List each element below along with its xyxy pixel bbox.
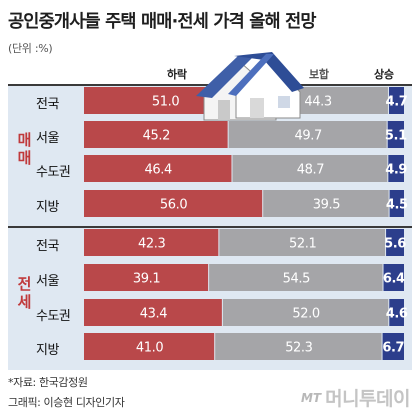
bar-value-label: 4.7 bbox=[386, 95, 408, 110]
bar-value-label: 52.3 bbox=[285, 341, 312, 356]
row-label: 지방 bbox=[36, 343, 59, 358]
bar-value-label: 52.1 bbox=[289, 237, 316, 252]
bar-segment-down bbox=[84, 299, 222, 326]
bar-segment-up bbox=[388, 155, 404, 182]
bar-value-label: 49.7 bbox=[294, 129, 321, 144]
section-divider bbox=[20, 226, 412, 227]
legend-down: 하락 bbox=[167, 68, 187, 81]
bar-segment-flat bbox=[263, 190, 389, 217]
bar-segment-up bbox=[388, 87, 404, 114]
bar-segment-flat bbox=[222, 299, 389, 326]
row-label: 수도권 bbox=[36, 165, 71, 180]
bar-segment-flat bbox=[219, 229, 386, 256]
bar-segment-down bbox=[84, 229, 219, 256]
legend-flat: 보합 bbox=[309, 68, 329, 81]
bar-segment-down bbox=[84, 155, 232, 182]
bar-value-label: 56.0 bbox=[160, 198, 187, 213]
row-label: 서울 bbox=[36, 131, 59, 146]
bar-value-label: 6.4 bbox=[383, 272, 405, 287]
bar-value-label: 44.3 bbox=[304, 95, 331, 110]
bar-value-label: 51.0 bbox=[152, 95, 179, 110]
bar-segment-down bbox=[84, 121, 228, 148]
row-label: 서울 bbox=[36, 274, 59, 289]
bar-segment-flat bbox=[215, 333, 382, 360]
legend-up: 상승 bbox=[374, 68, 394, 81]
page-title: 공인중개사들 주택 매매·전세 가격 올해 전망 bbox=[8, 12, 317, 32]
row-label: 전국 bbox=[36, 239, 59, 254]
bar-value-label: 41.0 bbox=[136, 341, 163, 356]
bar-segment-up bbox=[386, 229, 404, 256]
bar-value-label: 48.7 bbox=[297, 163, 324, 178]
brand-name: 머니투데이 bbox=[325, 388, 410, 410]
bar-segment-down bbox=[84, 264, 209, 291]
bar-value-label: 39.1 bbox=[133, 272, 160, 287]
bar-value-label: 4.9 bbox=[385, 163, 407, 178]
bar-value-label: 4.5 bbox=[386, 198, 408, 213]
bar-segment-up bbox=[383, 264, 404, 291]
bar-value-label: 54.5 bbox=[283, 272, 310, 287]
bar-segment-up bbox=[387, 121, 404, 148]
bar-value-label: 5.1 bbox=[385, 129, 407, 144]
bar-segment-up bbox=[389, 299, 404, 326]
row-label: 수도권 bbox=[36, 309, 71, 324]
bar-segment-flat bbox=[209, 264, 383, 291]
unit-label: (단위 :%) bbox=[8, 42, 53, 55]
source-note: *자료: 한국감정원 bbox=[8, 376, 88, 389]
bar-value-label: 52.0 bbox=[292, 307, 319, 322]
graphic-credit: 그래픽: 이승현 디자인기자 bbox=[8, 396, 125, 409]
bar-segment-down bbox=[84, 333, 215, 360]
section-label-jeonse: 전세 bbox=[15, 276, 33, 312]
brand-mark: MT bbox=[300, 390, 322, 405]
house-icon bbox=[196, 52, 304, 121]
brand-logo: MT 머니투데이 bbox=[300, 384, 411, 411]
bar-value-label: 4.6 bbox=[386, 307, 408, 322]
bar-segment-flat bbox=[228, 121, 387, 148]
row-label: 전국 bbox=[36, 97, 59, 112]
row-label: 지방 bbox=[36, 200, 59, 215]
bar-value-label: 5.6 bbox=[384, 237, 406, 252]
bar-value-label: 39.5 bbox=[313, 198, 340, 213]
bar-value-label: 6.7 bbox=[382, 341, 404, 356]
bar-value-label: 45.2 bbox=[143, 129, 170, 144]
bar-segment-up bbox=[389, 190, 404, 217]
bar-segment-up bbox=[382, 333, 404, 360]
bar-segment-flat bbox=[232, 155, 388, 182]
bar-value-label: 46.4 bbox=[145, 163, 172, 178]
bar-value-label: 42.3 bbox=[138, 237, 165, 252]
bar-value-label: 43.4 bbox=[140, 307, 167, 322]
section-label-sale: 매매 bbox=[15, 132, 33, 168]
bar-segment-down bbox=[84, 190, 263, 217]
